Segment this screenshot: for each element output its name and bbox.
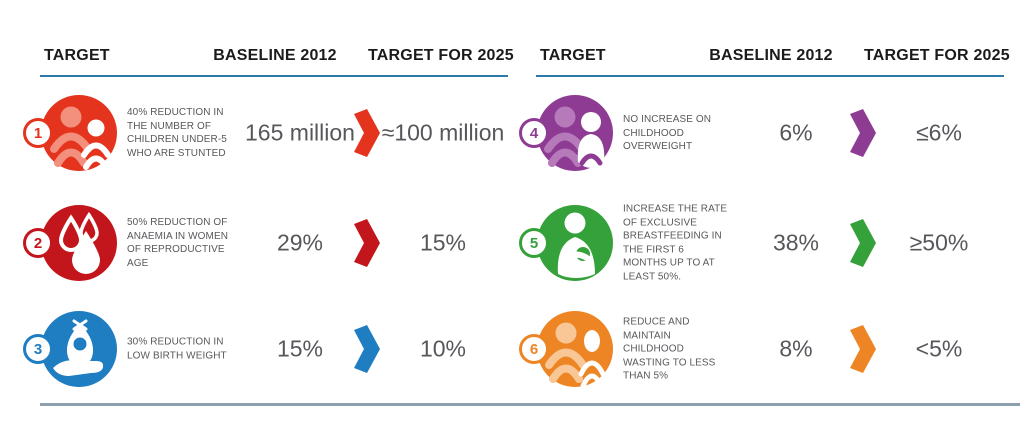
chevron-arrow-icon <box>850 219 876 267</box>
table-row-wasting: 6 REDUCE AND MAINTAIN CHILDHOOD WASTING … <box>519 309 1006 389</box>
target-description: REDUCE AND MAINTAIN CHILDHOOD WASTING TO… <box>623 316 716 382</box>
childhood-overweight-icon: 4 <box>519 94 614 172</box>
column-header-target: TARGET <box>44 47 110 64</box>
stunted-children-icon: 1 <box>23 94 118 172</box>
row-number-badge: 5 <box>519 228 549 258</box>
header-underline <box>536 75 1004 77</box>
anaemia-blood-drops-icon: 2 <box>23 204 118 282</box>
bottom-divider <box>40 403 1020 406</box>
row-number-badge: 6 <box>519 334 549 364</box>
column-header-baseline: BASELINE 2012 <box>213 47 337 64</box>
baseline-value: 8% <box>779 335 813 362</box>
target-description: NO INCREASE ON CHILDHOOD OVERWEIGHT <box>623 113 712 152</box>
column-header-target-2025: TARGET FOR 2025 <box>368 47 514 64</box>
targets-column-right: TARGET BASELINE 2012 TARGET FOR 2025 4 N… <box>519 45 1010 405</box>
target-description: 30% REDUCTION IN LOW BIRTH WEIGHT <box>127 336 227 362</box>
target-description: 50% REDUCTION OF ANAEMIA IN WOMEN OF REP… <box>127 217 229 269</box>
column-header-target-2025: TARGET FOR 2025 <box>864 47 1010 64</box>
baseline-value: 6% <box>779 119 813 146</box>
column-header-baseline: BASELINE 2012 <box>709 47 833 64</box>
table-row-anaemia: 2 50% REDUCTION OF ANAEMIA IN WOMEN OF R… <box>23 203 510 283</box>
target-description: 40% REDUCTION IN THE NUMBER OF CHILDREN … <box>127 107 227 159</box>
header-underline <box>40 75 508 77</box>
baseline-value: 15% <box>276 335 324 362</box>
targets-column-left: TARGET BASELINE 2012 TARGET FOR 2025 1 4… <box>23 45 514 405</box>
baseline-value: 165 million <box>245 119 355 146</box>
target-value: ≈100 million <box>381 119 505 146</box>
table-row-breastfeeding: 5 INCREASE THE RATE OF EXCLUSIVE BREASTF… <box>519 203 1006 283</box>
target-value: ≤6% <box>916 119 962 146</box>
target-description: INCREASE THE RATE OF EXCLUSIVE BREASTFEE… <box>623 203 728 283</box>
row-number-badge: 2 <box>23 228 53 258</box>
table-row-overweight: 4 NO INCREASE ON CHILDHOOD OVERWEIGHT 6%… <box>519 93 1006 173</box>
low-birth-weight-icon: 3 <box>23 310 118 388</box>
target-value: 15% <box>419 229 467 256</box>
column-header-target: TARGET <box>540 47 606 64</box>
table-row-low-birth-weight: 3 30% REDUCTION IN LOW BIRTH WEIGHT 15% … <box>23 309 510 389</box>
chevron-arrow-icon <box>850 109 876 157</box>
chevron-arrow-icon <box>354 109 380 157</box>
target-value: <5% <box>915 335 963 362</box>
row-number-badge: 3 <box>23 334 53 364</box>
chevron-arrow-icon <box>354 219 380 267</box>
baseline-value: 29% <box>276 229 324 256</box>
target-value: 10% <box>419 335 467 362</box>
breastfeeding-icon: 5 <box>519 204 614 282</box>
row-number-badge: 1 <box>23 118 53 148</box>
childhood-wasting-icon: 6 <box>519 310 614 389</box>
table-row-stunting: 1 40% REDUCTION IN THE NUMBER OF CHILDRE… <box>23 93 510 173</box>
baseline-value: 38% <box>772 229 820 256</box>
chevron-arrow-icon <box>354 325 380 373</box>
row-number-badge: 4 <box>519 118 549 148</box>
chevron-arrow-icon <box>850 325 876 373</box>
target-value: ≥50% <box>909 229 969 256</box>
